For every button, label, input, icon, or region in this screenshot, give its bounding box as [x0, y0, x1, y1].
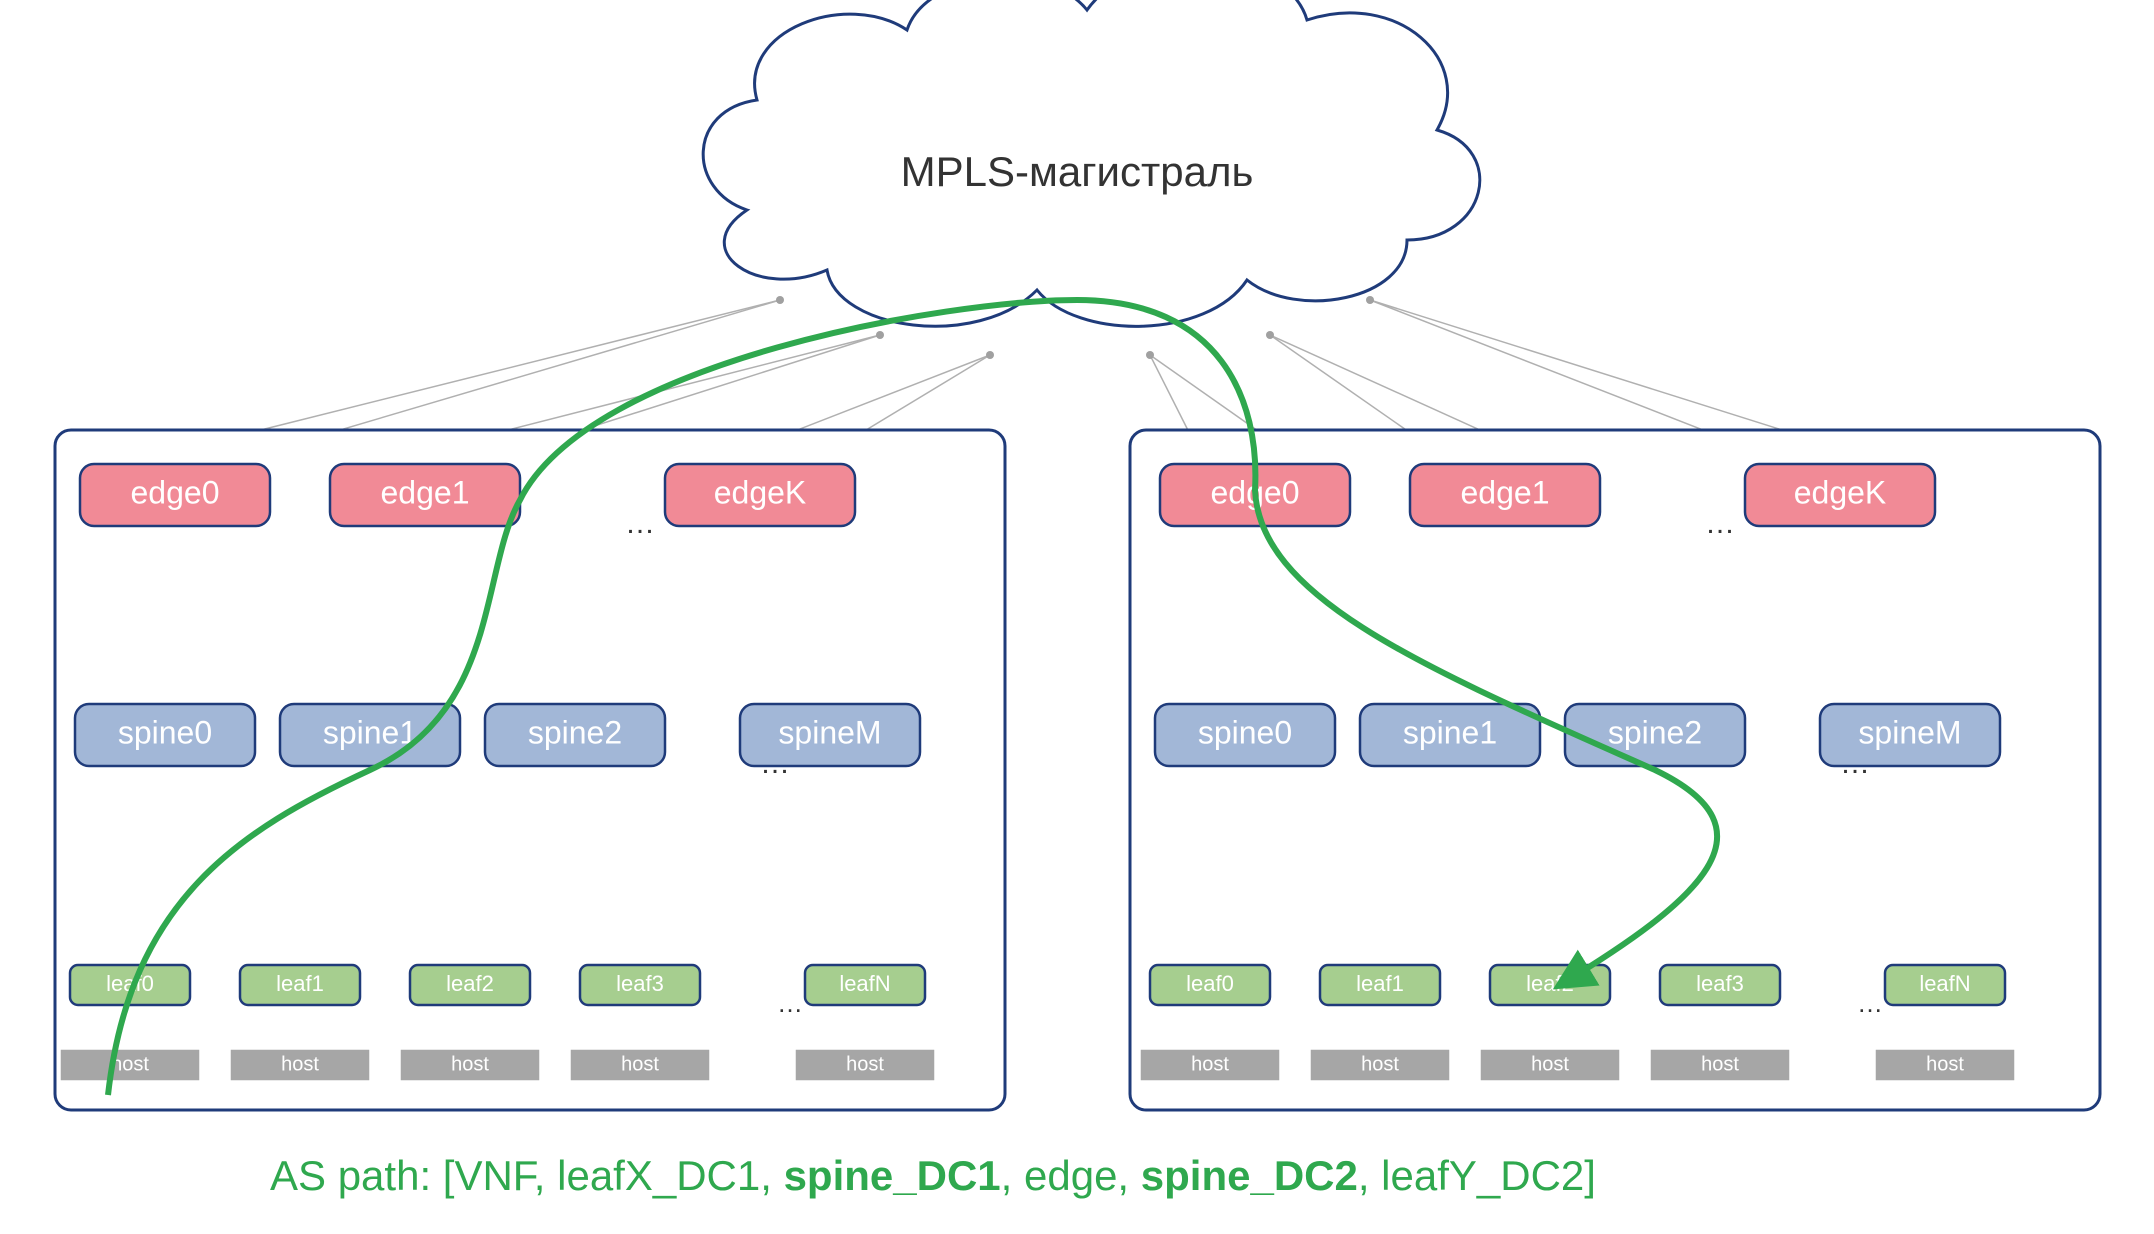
svg-text:AS path: [VNF, leafX_DC1, spin: AS path: [VNF, leafX_DC1, spine_DC1, edg… — [270, 1152, 1596, 1199]
svg-text:leaf3: leaf3 — [616, 971, 664, 996]
svg-text:…: … — [760, 747, 790, 780]
svg-text:leafN: leafN — [1919, 971, 1970, 996]
svg-text:leaf2: leaf2 — [446, 971, 494, 996]
svg-text:leaf1: leaf1 — [276, 971, 324, 996]
svg-text:host: host — [1701, 1053, 1739, 1075]
svg-text:host: host — [1531, 1053, 1569, 1075]
svg-text:spine2: spine2 — [1608, 714, 1702, 750]
svg-text:host: host — [1926, 1053, 1964, 1075]
svg-text:…: … — [777, 988, 803, 1018]
svg-text:spine2: spine2 — [528, 714, 622, 750]
svg-text:host: host — [1191, 1053, 1229, 1075]
svg-text:…: … — [625, 507, 655, 540]
svg-text:…: … — [1840, 747, 1870, 780]
svg-text:edgeK: edgeK — [1794, 474, 1887, 510]
svg-text:MPLS-магистраль: MPLS-магистраль — [901, 148, 1254, 195]
svg-text:leaf1: leaf1 — [1356, 971, 1404, 996]
svg-text:leaf3: leaf3 — [1696, 971, 1744, 996]
svg-text:edge1: edge1 — [381, 474, 470, 510]
svg-text:host: host — [621, 1053, 659, 1075]
svg-text:spineM: spineM — [778, 714, 881, 750]
svg-text:edge1: edge1 — [1461, 474, 1550, 510]
svg-text:leafN: leafN — [839, 971, 890, 996]
svg-text:spine0: spine0 — [1198, 714, 1292, 750]
svg-text:host: host — [1361, 1053, 1399, 1075]
svg-text:host: host — [111, 1053, 149, 1075]
svg-text:leaf0: leaf0 — [1186, 971, 1234, 996]
svg-text:host: host — [846, 1053, 884, 1075]
svg-text:edge0: edge0 — [131, 474, 220, 510]
svg-text:spineM: spineM — [1858, 714, 1961, 750]
svg-text:spine1: spine1 — [323, 714, 417, 750]
svg-text:edgeK: edgeK — [714, 474, 807, 510]
svg-text:spine1: spine1 — [1403, 714, 1497, 750]
svg-text:…: … — [1857, 988, 1883, 1018]
svg-text:host: host — [281, 1053, 319, 1075]
network-diagram: edge0 edge1 edgeK spine0 spine1 spine2 spineM l… — [0, 0, 2154, 1234]
svg-text:spine0: spine0 — [118, 714, 212, 750]
svg-text:…: … — [1705, 507, 1735, 540]
svg-text:host: host — [451, 1053, 489, 1075]
